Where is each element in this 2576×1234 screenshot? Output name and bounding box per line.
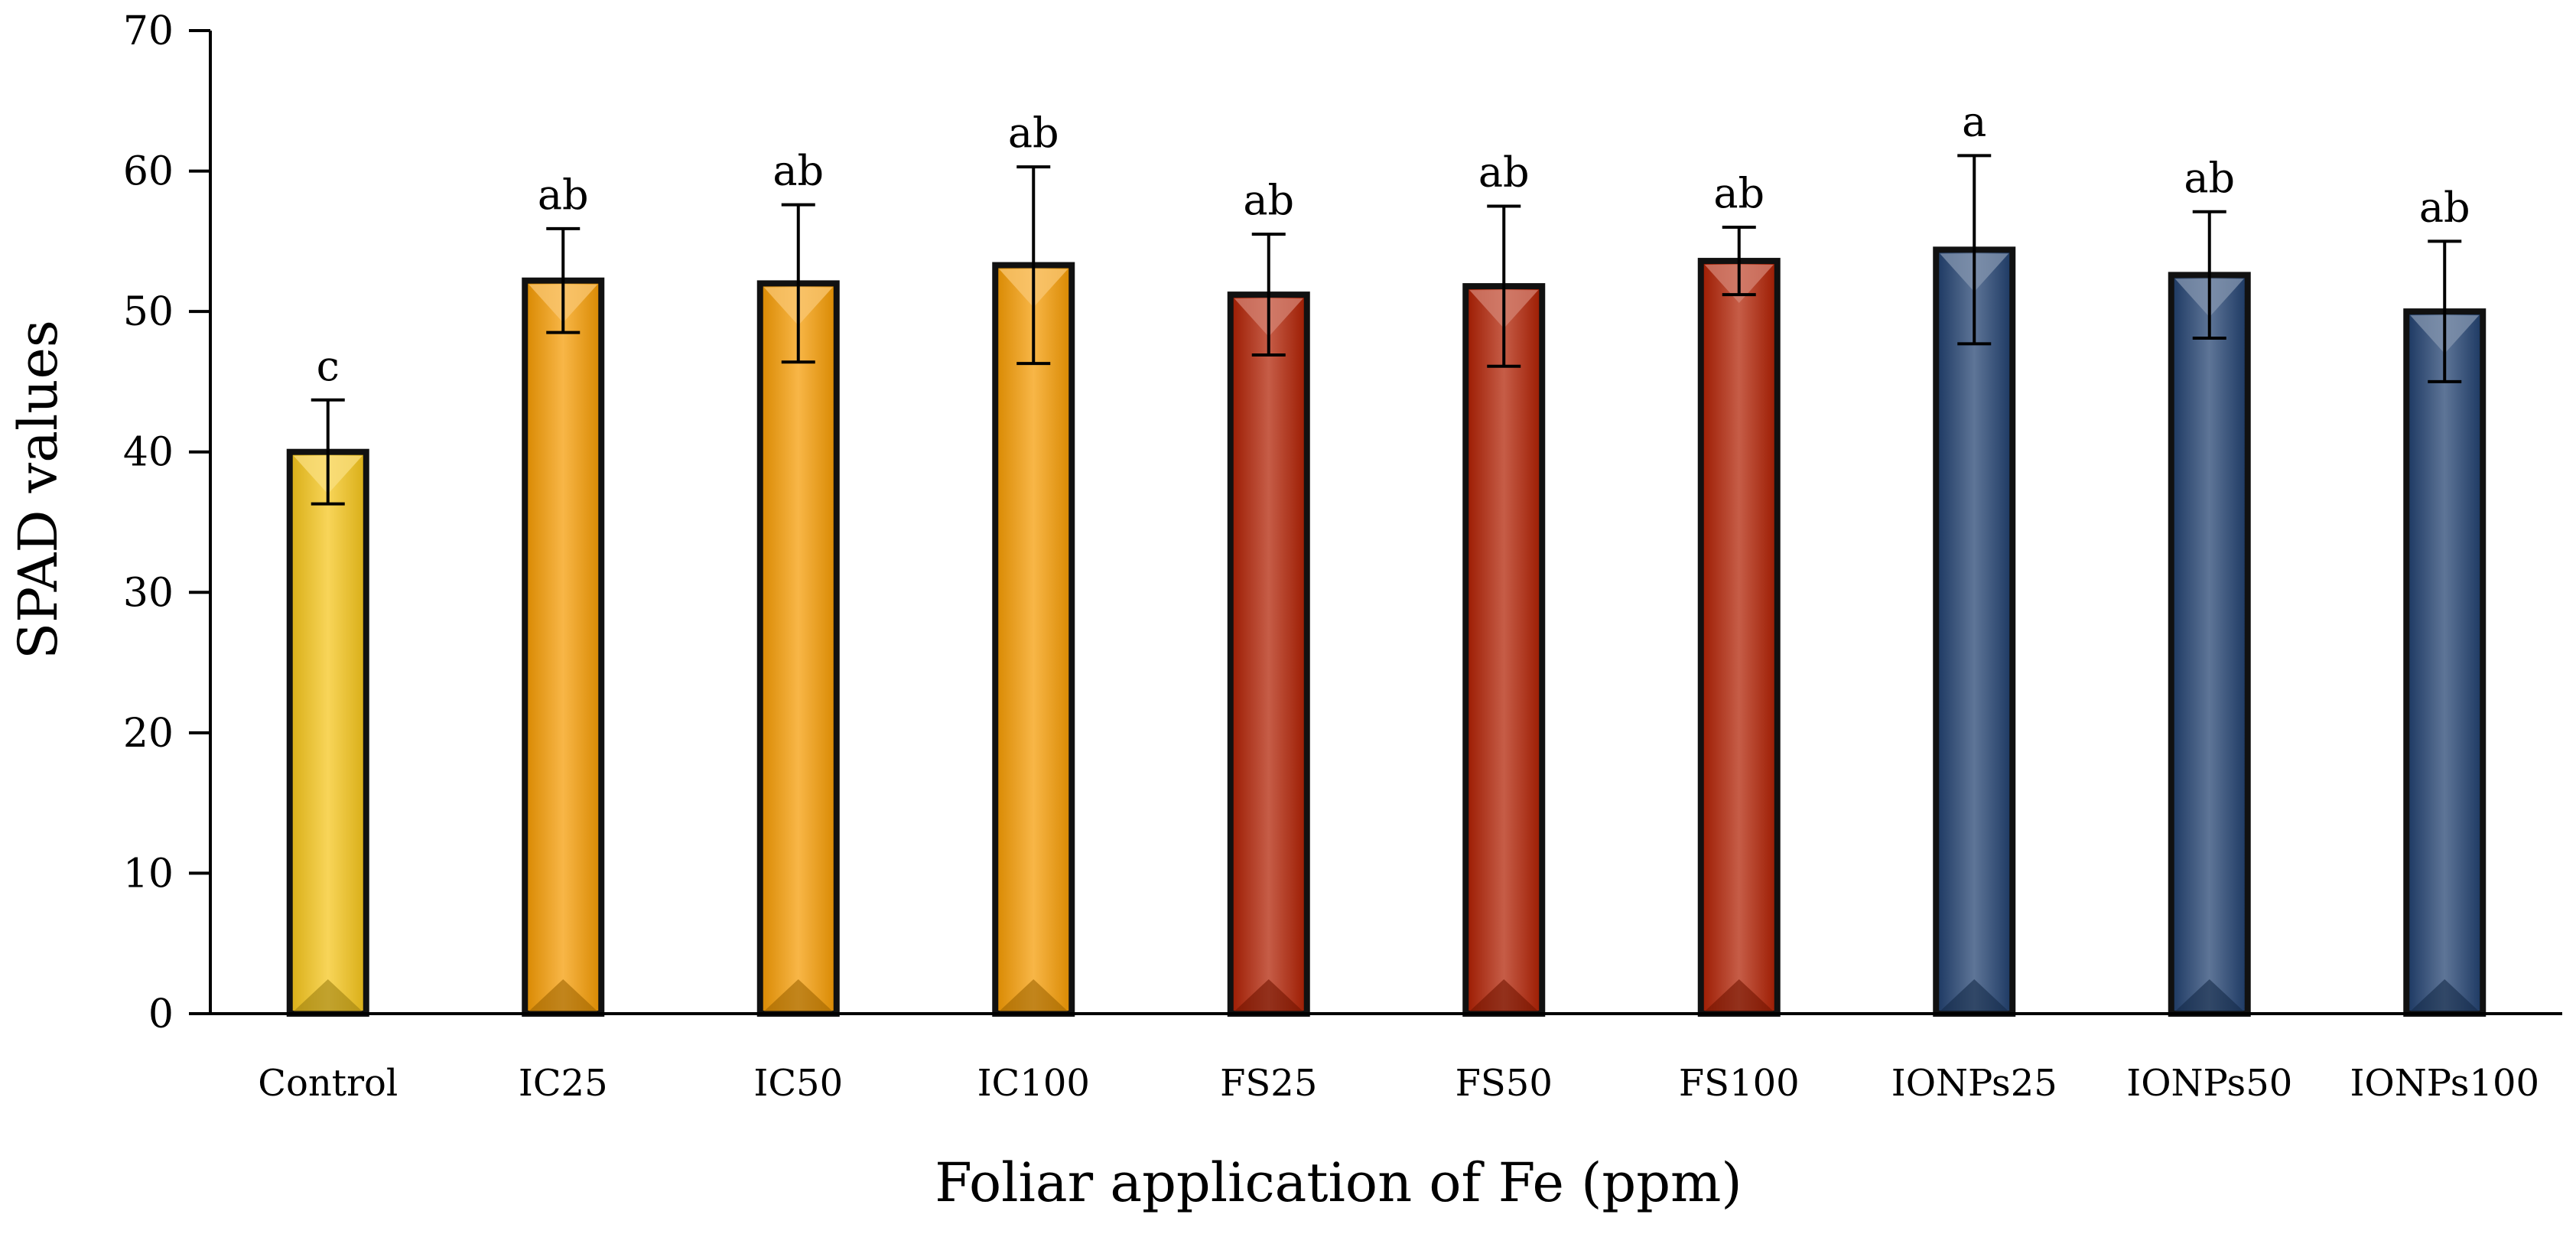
bar-group: ab bbox=[1227, 176, 1310, 1017]
significance-label: a bbox=[1962, 97, 1986, 145]
y-tick-label: 50 bbox=[123, 289, 174, 335]
bar bbox=[1697, 258, 1781, 1017]
y-ticks: 0 10 20 30 40 50 60 70 bbox=[123, 8, 210, 1037]
y-tick-label: 30 bbox=[123, 570, 174, 616]
y-tick-label: 10 bbox=[123, 851, 174, 897]
bar bbox=[2403, 308, 2487, 1017]
category-label: IC50 bbox=[753, 1062, 843, 1105]
bar bbox=[522, 277, 605, 1017]
bar-bottom-bevel bbox=[1704, 979, 1774, 1011]
bar-group: ab bbox=[992, 109, 1075, 1017]
bar-group: ab bbox=[756, 147, 840, 1017]
bar-bottom-bevel bbox=[1940, 979, 2009, 1011]
bars-layer: c ab ab ab ab ab ab a ab ab bbox=[286, 97, 2487, 1017]
bar bbox=[992, 262, 1075, 1017]
bar-bottom-bevel bbox=[293, 979, 363, 1011]
category-label: IONPs25 bbox=[1891, 1062, 2057, 1105]
category-label: IONPs100 bbox=[2350, 1062, 2539, 1105]
significance-label: ab bbox=[2419, 183, 2470, 231]
category-labels: Control IC25 IC50 IC100 FS25 FS50 FS100 IONPs25… bbox=[258, 1062, 2539, 1105]
bar-bottom-bevel bbox=[1234, 979, 1303, 1011]
bar bbox=[1933, 246, 2016, 1017]
category-label: IONPs50 bbox=[2126, 1062, 2292, 1105]
bar bbox=[1227, 291, 1310, 1017]
bar-bottom-bevel bbox=[529, 979, 598, 1011]
bar-bottom-bevel bbox=[1469, 979, 1539, 1011]
bar-bottom-bevel bbox=[763, 979, 833, 1011]
bar bbox=[1462, 283, 1546, 1017]
bar-bottom-bevel bbox=[2410, 979, 2480, 1011]
y-tick-label: 0 bbox=[148, 991, 174, 1037]
bar bbox=[2168, 272, 2251, 1017]
category-label: FS50 bbox=[1456, 1062, 1553, 1105]
significance-label: ab bbox=[772, 147, 824, 195]
significance-label: ab bbox=[2184, 154, 2235, 202]
bar bbox=[286, 448, 369, 1017]
bar-group: a bbox=[1933, 97, 2016, 1017]
category-label: FS100 bbox=[1679, 1062, 1800, 1105]
y-tick-label: 70 bbox=[123, 8, 174, 54]
category-label: Control bbox=[258, 1062, 398, 1105]
bar-group: ab bbox=[1462, 148, 1546, 1017]
y-tick-label: 40 bbox=[123, 430, 174, 476]
x-axis-title: Foliar application of Fe (ppm) bbox=[935, 1151, 1742, 1214]
category-label: IC25 bbox=[519, 1062, 608, 1105]
bar-group: c bbox=[286, 342, 369, 1017]
bar-bottom-bevel bbox=[999, 979, 1068, 1011]
y-axis-title: SPAD values bbox=[7, 320, 70, 659]
significance-label: ab bbox=[1478, 148, 1530, 196]
bar-bottom-bevel bbox=[2174, 979, 2244, 1011]
bar-group: ab bbox=[2403, 183, 2487, 1017]
bar bbox=[756, 280, 840, 1017]
bar-group: ab bbox=[2168, 154, 2251, 1017]
category-label: IC100 bbox=[977, 1062, 1090, 1105]
significance-label: c bbox=[317, 342, 340, 390]
significance-label: ab bbox=[1243, 176, 1294, 224]
y-tick-label: 20 bbox=[123, 711, 174, 757]
axes-layer bbox=[209, 31, 2562, 1015]
bar-group: ab bbox=[522, 171, 605, 1017]
bar-group: ab bbox=[1697, 169, 1781, 1017]
category-label: FS25 bbox=[1220, 1062, 1317, 1105]
significance-label: ab bbox=[538, 171, 589, 219]
significance-label: ab bbox=[1713, 169, 1764, 217]
y-tick-label: 60 bbox=[123, 149, 174, 195]
significance-label: ab bbox=[1008, 109, 1059, 157]
